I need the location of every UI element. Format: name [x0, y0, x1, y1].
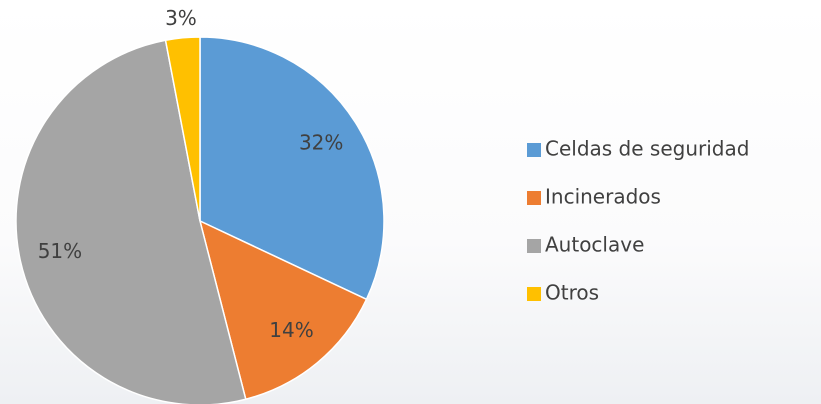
legend-label: Autoclave — [545, 233, 644, 257]
legend-label: Celdas de seguridad — [545, 137, 749, 161]
legend-swatch — [527, 287, 541, 301]
legend-swatch — [527, 239, 541, 253]
data-label: 32% — [299, 131, 343, 155]
legend-swatch — [527, 143, 541, 157]
data-label: 51% — [38, 239, 82, 263]
pie-slice — [15, 39, 247, 404]
pie-slice — [199, 36, 385, 301]
pie-slice — [164, 36, 201, 222]
data-label: 3% — [165, 6, 197, 30]
legend-swatch — [527, 191, 541, 205]
legend-label: Incinerados — [545, 185, 661, 209]
legend-label: Otros — [545, 281, 599, 305]
data-label: 14% — [269, 318, 313, 342]
pie-slice — [198, 219, 368, 401]
